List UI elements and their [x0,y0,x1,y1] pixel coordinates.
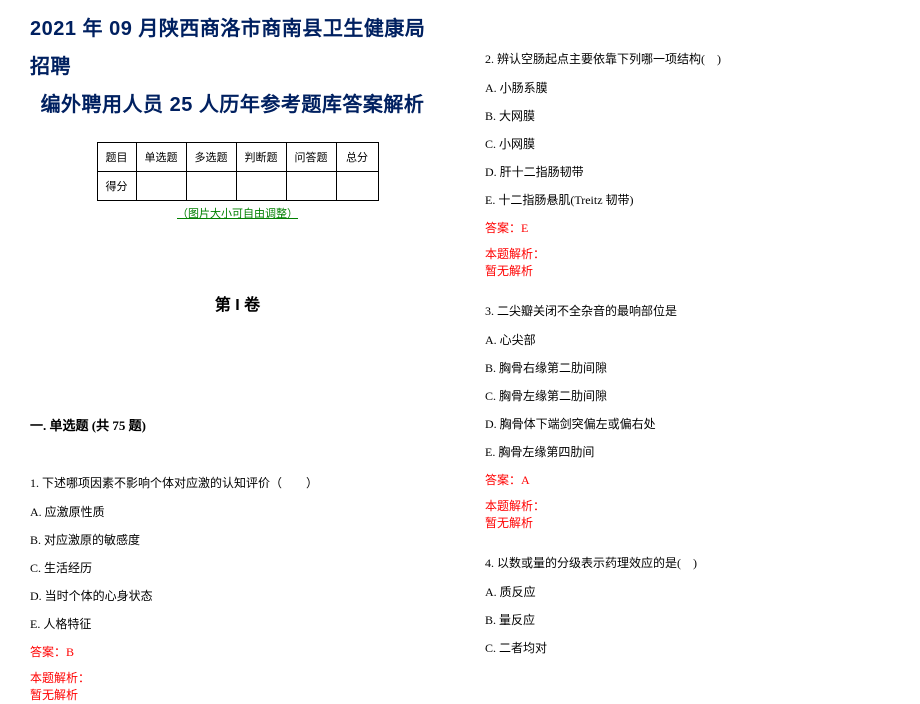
option-d: D. 当时个体的心身状态 [30,587,445,605]
table-cell: 得分 [97,172,136,201]
title-line-2: 编外聘用人员 25 人历年参考题库答案解析 [30,86,445,124]
question-stem: 3. 二尖瓣关闭不全杂音的最响部位是 [485,302,900,321]
option-e: E. 十二指肠悬肌(Treitz 韧带) [485,191,900,209]
table-header: 单选题 [136,143,186,172]
option-b: B. 量反应 [485,611,900,629]
question-stem: 1. 下述哪项因素不影响个体对应激的认知评价（ ） [30,474,445,493]
option-a: A. 质反应 [485,583,900,601]
document-title: 2021 年 09 月陕西商洛市商南县卫生健康局招聘 编外聘用人员 25 人历年… [30,10,445,124]
table-row: 题目 单选题 多选题 判断题 问答题 总分 [97,143,378,172]
option-e: E. 人格特征 [30,615,445,633]
table-header: 问答题 [286,143,336,172]
option-a: A. 小肠系膜 [485,79,900,97]
analysis-body: 暂无解析 [30,687,445,704]
option-e: E. 胸骨左缘第四肋间 [485,443,900,461]
option-d: D. 肝十二指肠韧带 [485,163,900,181]
analysis-label: 本题解析： [485,498,900,515]
analysis-body: 暂无解析 [485,263,900,280]
option-b: B. 胸骨右缘第二肋间隙 [485,359,900,377]
table-cell [286,172,336,201]
option-c: C. 小网膜 [485,135,900,153]
left-column: 2021 年 09 月陕西商洛市商南县卫生健康局招聘 编外聘用人员 25 人历年… [0,0,455,651]
score-table: 题目 单选题 多选题 判断题 问答题 总分 得分 [97,142,379,201]
document-page: 2021 年 09 月陕西商洛市商南县卫生健康局招聘 编外聘用人员 25 人历年… [0,0,920,651]
question-4: 4. 以数或量的分级表示药理效应的是( ) A. 质反应 B. 量反应 C. 二… [485,554,900,657]
section-header: 一. 单选题 (共 75 题) [30,415,445,434]
option-d: D. 胸骨体下端剑突偏左或偏右处 [485,415,900,433]
answer-text: 答案：E [485,219,900,236]
table-cell [236,172,286,201]
table-header: 题目 [97,143,136,172]
table-header: 多选题 [186,143,236,172]
option-c: C. 生活经历 [30,559,445,577]
volume-title: 第 I 卷 [30,291,445,315]
title-line-1: 2021 年 09 月陕西商洛市商南县卫生健康局招聘 [30,10,445,86]
option-b: B. 对应激原的敏感度 [30,531,445,549]
table-cell [186,172,236,201]
question-3: 3. 二尖瓣关闭不全杂音的最响部位是 A. 心尖部 B. 胸骨右缘第二肋间隙 C… [485,302,900,532]
answer-text: 答案：A [485,471,900,488]
option-c: C. 胸骨左缘第二肋间隙 [485,387,900,405]
table-row: 得分 [97,172,378,201]
option-b: B. 大网膜 [485,107,900,125]
option-a: A. 应激原性质 [30,503,445,521]
question-stem: 4. 以数或量的分级表示药理效应的是( ) [485,554,900,573]
question-1: 1. 下述哪项因素不影响个体对应激的认知评价（ ） A. 应激原性质 B. 对应… [30,474,445,704]
question-stem: 2. 辨认空肠起点主要依靠下列哪一项结构( ) [485,50,900,69]
right-column: 2. 辨认空肠起点主要依靠下列哪一项结构( ) A. 小肠系膜 B. 大网膜 C… [455,0,920,651]
table-cell [136,172,186,201]
table-cell [336,172,378,201]
table-header: 判断题 [236,143,286,172]
analysis-label: 本题解析： [485,246,900,263]
answer-text: 答案：B [30,643,445,660]
analysis-body: 暂无解析 [485,515,900,532]
table-header: 总分 [336,143,378,172]
question-2: 2. 辨认空肠起点主要依靠下列哪一项结构( ) A. 小肠系膜 B. 大网膜 C… [485,50,900,280]
image-resize-note: （图片大小可自由调整） [30,205,445,221]
option-c: C. 二者均对 [485,639,900,657]
analysis-label: 本题解析： [30,670,445,687]
option-a: A. 心尖部 [485,331,900,349]
